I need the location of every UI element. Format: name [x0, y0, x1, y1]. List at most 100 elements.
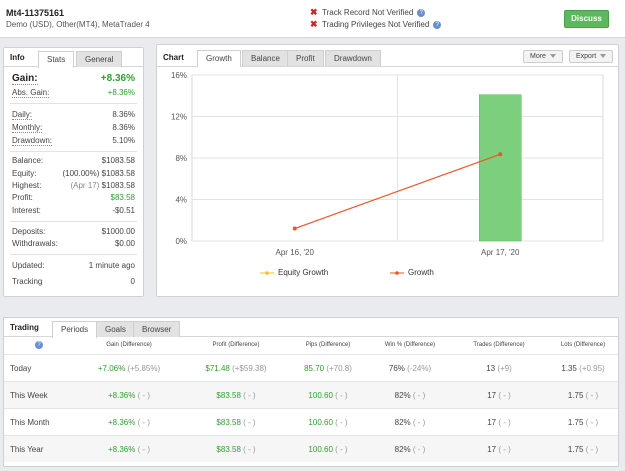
balance-row: Balance: $1083.58	[12, 156, 135, 167]
trades-difference: ( - )	[496, 445, 511, 454]
legend-equity-growth[interactable]: Equity Growth	[260, 268, 328, 277]
series-line	[294, 153, 501, 230]
highest-value: $1083.58	[101, 181, 135, 190]
cell-trades: 13 (+9)	[464, 364, 534, 373]
withdrawals-row: Withdrawals: $0.00	[12, 239, 135, 250]
win-value: 82%	[394, 418, 411, 427]
profit-difference: ( - )	[240, 445, 256, 454]
trades-difference: ( - )	[496, 391, 511, 400]
deposits-label: Deposits:	[12, 227, 46, 236]
tracking-label: Tracking	[12, 277, 43, 286]
win-value: 82%	[394, 445, 411, 454]
daily-row: Daily: 8.36%	[12, 110, 135, 121]
equity-row: Equity: (100.00%) $1083.58	[12, 169, 135, 180]
tracking-row: Tracking 0	[12, 277, 135, 288]
trades-difference: ( - )	[496, 418, 511, 427]
trading-privileges-label: Trading Privileges Not Verified	[322, 20, 430, 29]
deposits-row: Deposits: $1000.00	[12, 227, 135, 238]
info-panel: Info Stats General Gain: +8.36% Abs. Gai…	[3, 47, 144, 297]
profit-difference: ( - )	[240, 391, 256, 400]
cell-win: 82% ( - )	[375, 445, 445, 454]
tab-general[interactable]: General	[76, 51, 123, 67]
divider	[10, 151, 137, 152]
account-subtitle: Demo (USD), Other(MT4), MetaTrader 4	[6, 20, 150, 29]
daily-label: Daily:	[12, 110, 33, 120]
col-gain[interactable]: Gain (Difference)	[106, 342, 152, 348]
trades-value: 13	[486, 364, 496, 373]
interest-row: Interest: -$0.51	[12, 206, 135, 217]
chart-title: Chart	[163, 53, 184, 62]
gain-difference: ( - )	[135, 418, 151, 427]
withdrawals-label: Withdrawals:	[12, 239, 58, 248]
cell-trades: 17 ( - )	[464, 445, 534, 454]
profit-value: $83.58	[110, 193, 135, 202]
abs-gain-row: Abs. Gain: +8.36%	[12, 88, 135, 99]
col-win[interactable]: Win % (Difference)	[384, 342, 436, 348]
tab-drawdown[interactable]: Drawdown	[325, 50, 381, 66]
tab-browser[interactable]: Browser	[133, 321, 181, 337]
drawdown-label: Drawdown:	[12, 136, 53, 146]
y-tick-label: 0%	[175, 237, 187, 246]
export-dropdown[interactable]: Export	[569, 50, 614, 63]
x-tick-label: Apr 17, '20	[481, 248, 520, 257]
interest-value: -$0.51	[112, 206, 135, 215]
tab-goals[interactable]: Goals	[96, 321, 135, 337]
trades-difference: (+9)	[495, 364, 512, 373]
cell-gain: +8.36% ( - )	[94, 418, 164, 427]
chart-tabbar: Chart Growth Balance Profit Drawdown Mor…	[157, 45, 618, 67]
legend-equity-label: Equity Growth	[278, 268, 329, 277]
highest-label: Highest:	[12, 181, 42, 190]
table-row: This Month +8.36% ( - ) $83.58 ( - ) 100.60…	[4, 408, 618, 435]
pips-value: 85.70	[304, 364, 325, 373]
cell-gain: +7.06% (+5.85%)	[94, 364, 164, 373]
discuss-button[interactable]: Discuss	[564, 10, 609, 28]
win-difference: ( - )	[410, 445, 426, 454]
col-lots[interactable]: Lots (Difference)	[560, 342, 606, 348]
col-profit[interactable]: Profit (Difference)	[212, 342, 260, 348]
export-label: Export	[576, 53, 597, 60]
gain-label: Gain:	[12, 73, 38, 85]
help-icon[interactable]: ?	[35, 341, 43, 349]
deposits-value: $1000.00	[101, 227, 135, 236]
help-icon[interactable]: ?	[433, 20, 442, 29]
help-icon[interactable]: ?	[417, 8, 426, 17]
daily-value: 8.36%	[112, 110, 135, 119]
tab-stats[interactable]: Stats	[38, 51, 75, 68]
balance-label: Balance:	[12, 156, 44, 165]
win-value: 76%	[388, 364, 405, 373]
cell-gain: +8.36% ( - )	[94, 391, 164, 400]
period-label: This Month	[10, 418, 50, 427]
more-dropdown[interactable]: More	[523, 50, 563, 63]
monthly-label: Monthly:	[12, 123, 43, 133]
cell-trades: 17 ( - )	[464, 418, 534, 427]
monthly-row: Monthly: 8.36%	[12, 123, 135, 134]
cell-win: 82% ( - )	[375, 391, 445, 400]
abs-gain-label: Abs. Gain:	[12, 88, 50, 98]
trading-panel: Trading Periods Goals Browser ? Gain (Di…	[3, 317, 619, 467]
equity-label: Equity:	[12, 169, 37, 178]
col-trades[interactable]: Trades (Difference)	[473, 342, 525, 348]
divider	[10, 103, 137, 104]
legend-growth[interactable]: Growth	[390, 268, 434, 277]
lots-difference: (+0.95)	[576, 364, 605, 373]
trades-value: 17	[487, 418, 497, 427]
tab-balance[interactable]: Balance	[242, 50, 289, 66]
updated-label: Updated:	[12, 261, 45, 270]
balance-value: $1083.58	[101, 156, 135, 165]
pips-value: 100.60	[308, 391, 333, 400]
gain-difference: ( - )	[135, 391, 151, 400]
highest-note: (Apr 17)	[70, 181, 100, 190]
table-row: This Year +8.36% ( - ) $83.58 ( - ) 100.60 …	[4, 435, 618, 462]
info-title: Info	[10, 53, 25, 62]
tab-profit[interactable]: Profit	[287, 50, 324, 66]
gain-value: +8.36%	[107, 445, 136, 454]
profit-value: $83.58	[216, 445, 241, 454]
account-header: Mt4-11375161 Demo (USD), Other(MT4), Met…	[0, 0, 625, 38]
tab-growth[interactable]: Growth	[197, 50, 241, 67]
chevron-down-icon	[600, 54, 607, 59]
profit-value: $71.48	[205, 364, 230, 373]
tab-periods[interactable]: Periods	[52, 321, 98, 338]
legend-equity-marker	[260, 270, 274, 275]
divider	[10, 221, 137, 222]
col-pips[interactable]: Pips (Difference)	[305, 342, 351, 348]
